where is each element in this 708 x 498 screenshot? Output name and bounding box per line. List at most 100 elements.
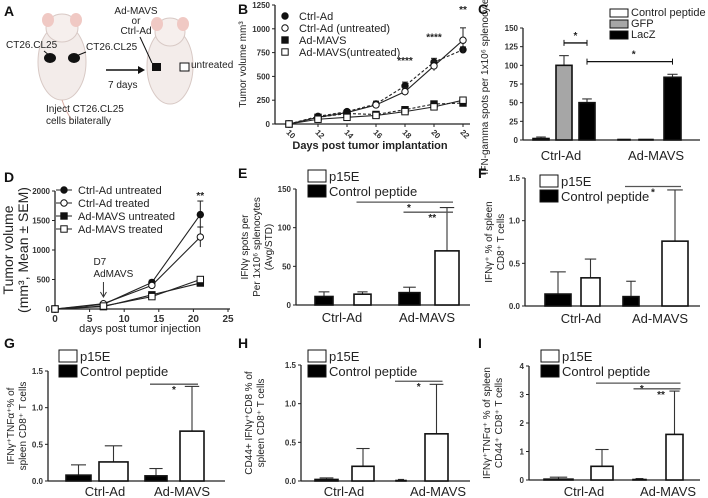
bar <box>314 295 334 306</box>
data-point <box>60 186 68 194</box>
inject-label-1: Inject CT26.CL25 <box>46 104 124 115</box>
y-tick-label: 1.0 <box>285 400 297 409</box>
panel-a-schematic: A CT26.CL25 CT26.CL25 7 days Inject CT26… <box>4 3 233 127</box>
x-axis-label: days post tumor injection <box>79 323 201 335</box>
bar <box>665 433 684 481</box>
treatment-label-2: or <box>132 16 142 27</box>
panel-letter-e: E <box>238 165 247 181</box>
panel-letter-h: H <box>238 335 248 351</box>
data-point <box>430 62 438 70</box>
bar <box>532 137 550 141</box>
x-tick-label: 16 <box>371 128 384 141</box>
x-tick-label: 5 <box>87 314 93 325</box>
y-tick-label: 2000 <box>32 187 50 196</box>
category-label: Ctrl-Ad <box>564 484 604 498</box>
data-point <box>196 275 205 284</box>
significance-label: ** <box>657 390 665 401</box>
legend-label: Ad-MAVS <box>299 35 346 47</box>
legend-swatch <box>307 169 327 183</box>
y-tick-label: 0 <box>287 301 292 310</box>
data-point <box>401 87 409 96</box>
chart-panel-b: 0 250 500 750 1000 1250 Tumor volume mm³ B 10 12 1… <box>238 1 471 152</box>
bar <box>617 138 631 141</box>
y-tick-label: 100 <box>505 61 519 70</box>
significance-label: * <box>640 384 644 395</box>
y-axis-label: IFN-gamma spots per 1x10⁶ splenocytes <box>480 0 491 174</box>
y-tick-label: 1000 <box>252 25 270 34</box>
bar <box>144 475 168 482</box>
bar <box>544 293 572 307</box>
legend-swatch <box>307 184 327 198</box>
legend-label: Ctrl-Ad (untreated) <box>299 23 390 35</box>
bar <box>314 478 339 482</box>
tumor-left-marker <box>44 53 56 63</box>
bar <box>580 277 601 307</box>
bar <box>424 433 449 482</box>
y-tick-label: 1250 <box>252 1 270 10</box>
y-axis-label: CD44+ IFNγ⁺CD8 % of <box>244 371 255 475</box>
category-label: Ctrl-Ad <box>322 310 362 325</box>
untreated-label: untreated <box>191 60 233 71</box>
inject-label-2: cells bilaterally <box>46 116 111 127</box>
x-tick-label: 15 <box>153 314 165 325</box>
y-axis-label: IFNγ⁺TNFα⁺% of <box>6 387 17 464</box>
data-point <box>281 24 289 32</box>
right-site-label: CT26.CL25 <box>86 42 138 53</box>
y-axis-label: spleen CD8⁺ T cells <box>256 379 267 468</box>
data-point <box>314 115 322 123</box>
legend-label: p15E <box>562 349 593 364</box>
category-label: Ad-MAVS <box>410 484 466 498</box>
y-tick-label: 0 <box>514 136 519 145</box>
data-point <box>148 292 156 301</box>
data-point <box>372 101 380 109</box>
y-tick-label: 1.0 <box>32 404 44 413</box>
x-axis-label: Days post tumor implantation <box>292 140 448 152</box>
category-label: Ad-MAVS <box>154 484 210 498</box>
panel-letter-c: C <box>478 1 488 17</box>
y-tick-label: 250 <box>257 96 271 105</box>
y-tick-label: 1.0 <box>509 217 521 226</box>
y-tick-label: 1.5 <box>32 367 44 376</box>
legend-label: Control peptide <box>80 364 168 379</box>
legend-label: Control peptide <box>562 364 650 379</box>
significance-label: **** <box>397 56 413 67</box>
data-point <box>281 12 289 20</box>
bar <box>543 478 574 481</box>
significance-label: * <box>632 50 636 61</box>
legend-label: Control peptide <box>329 184 417 199</box>
y-axis-label: IFNγ⁺TNFα⁺ % of spleen <box>482 367 493 479</box>
legend-label: Ctrl-Ad <box>299 11 333 23</box>
y-tick-label: 100 <box>278 224 292 233</box>
category-label: Ctrl-Ad <box>324 484 364 498</box>
series-line <box>54 278 201 310</box>
significance-label: ** <box>459 5 467 16</box>
category-label: Ctrl-Ad <box>561 311 601 326</box>
y-axis-label: Tumor volume mm³ <box>238 21 249 108</box>
y-axis-label: (mm³, Mean ± SEM) <box>15 187 31 313</box>
bar <box>98 461 129 482</box>
y-tick-label: 0.5 <box>32 440 44 449</box>
data-point <box>459 96 467 104</box>
significance-label: * <box>574 31 578 42</box>
legend-label: GFP <box>631 18 654 30</box>
y-tick-label: 4 <box>520 362 525 371</box>
data-point <box>372 111 380 120</box>
data-point <box>99 302 108 310</box>
significance-label: * <box>417 382 421 393</box>
y-tick-label: 0 <box>46 305 51 314</box>
y-axis-label: IFNγ⁺ % of spleen <box>484 201 495 282</box>
data-point <box>148 281 156 290</box>
y-tick-label: 50 <box>509 99 518 108</box>
bar <box>661 240 689 307</box>
panel-letter-i: I <box>478 335 482 351</box>
bar <box>663 76 682 141</box>
data-point <box>60 225 68 233</box>
tumor-right-marker <box>68 53 80 63</box>
x-tick-label: 20 <box>429 128 442 141</box>
data-point <box>281 48 289 56</box>
x-tick-label: 14 <box>342 128 355 141</box>
legend-label: Control peptide <box>631 7 706 19</box>
bar <box>590 465 614 481</box>
data-point <box>60 199 68 207</box>
